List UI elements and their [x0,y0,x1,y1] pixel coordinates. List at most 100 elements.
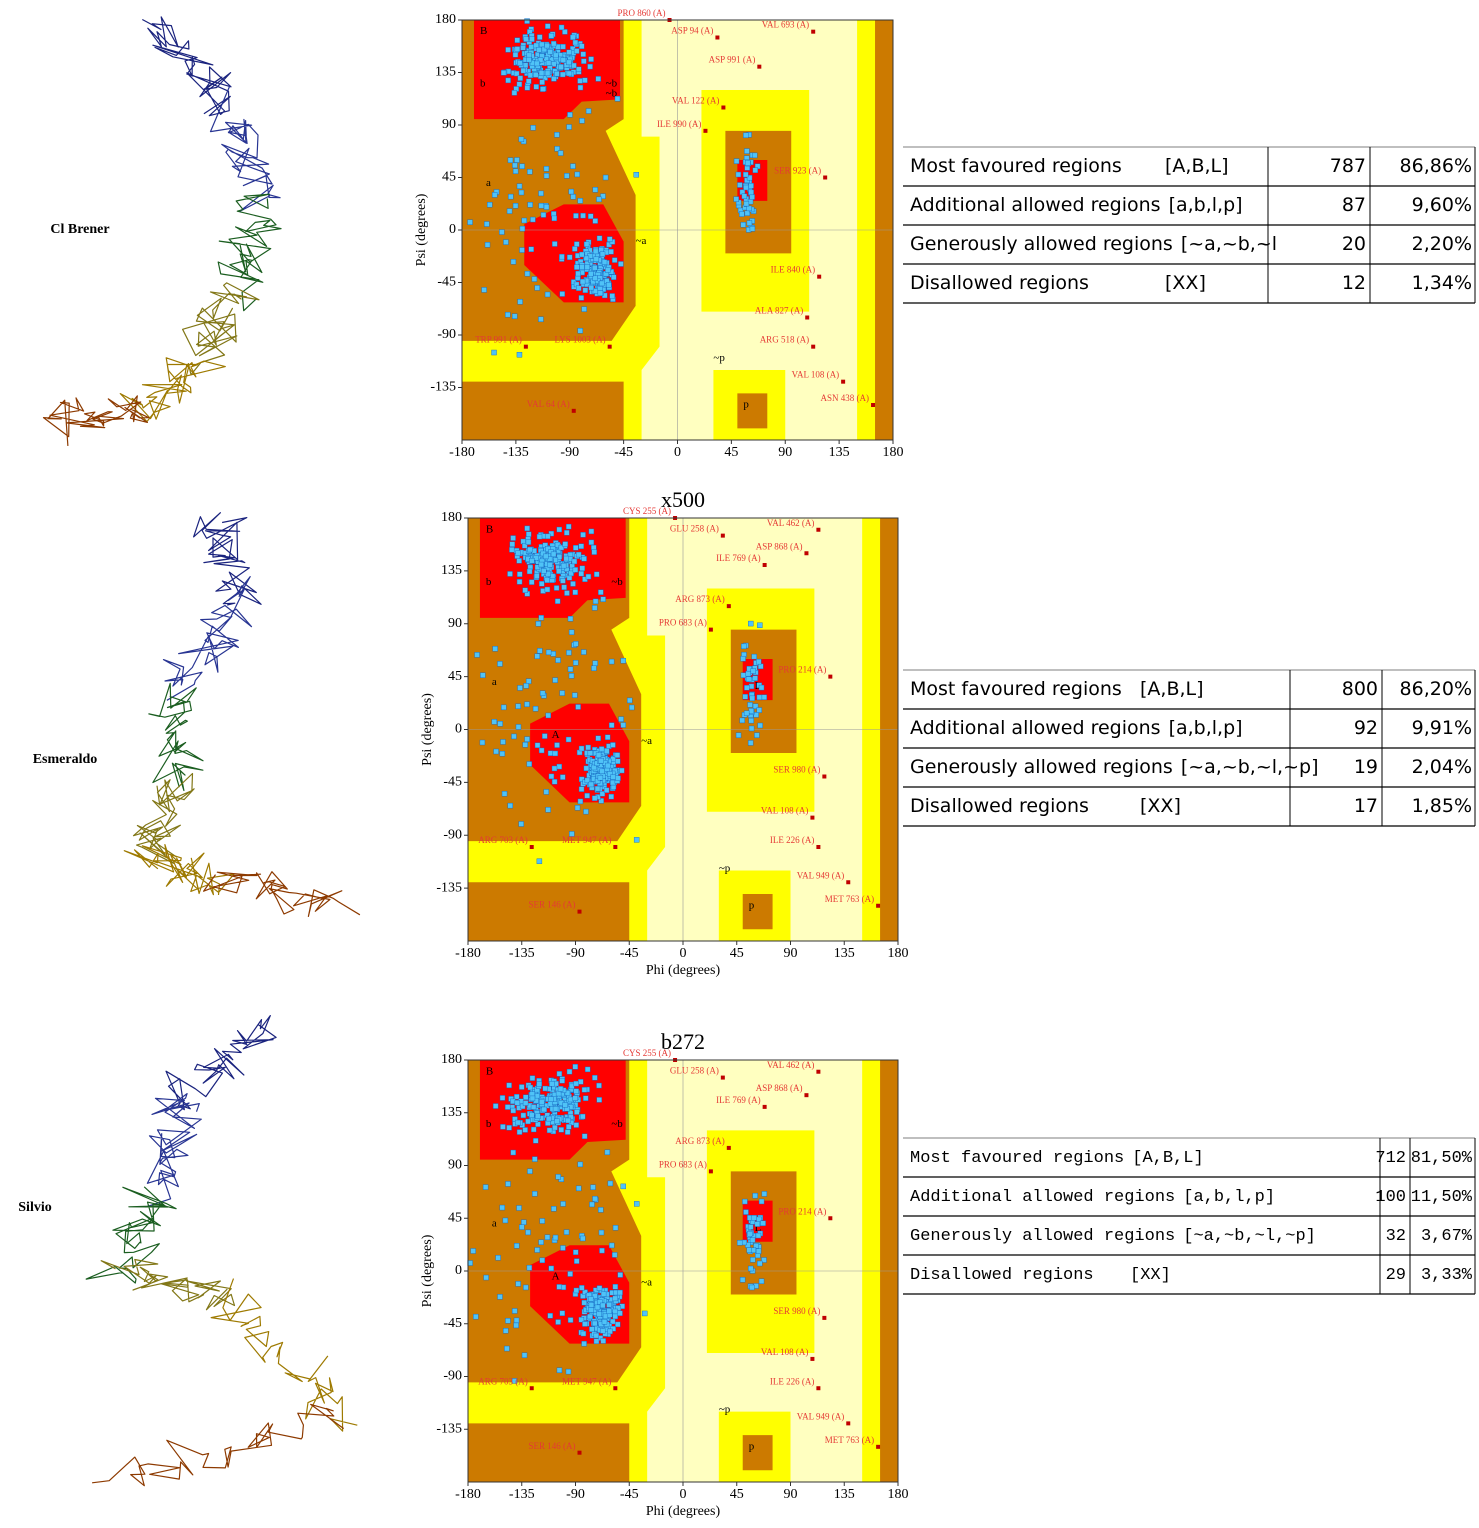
residue-label: ASP 991 (A) [709,55,756,65]
region-classes: [a,b,l,p] [1169,194,1243,216]
residue-point [584,242,589,247]
residue-point [599,747,604,752]
residue-point [584,256,589,261]
residue-point [573,641,578,646]
residue-point [596,76,601,81]
residue-point [525,19,530,24]
residue-point [602,260,607,265]
residue-count: 20 [1342,233,1366,255]
outlier-marker [572,409,576,413]
residue-point [750,696,755,701]
y-axis-label: Psi (degrees) [420,1234,435,1307]
residue-point [581,1331,586,1336]
residue-point [544,166,549,171]
residue-point [560,775,565,780]
residue-point [573,1096,578,1101]
x-tick-label: -45 [620,1487,639,1502]
residue-point [549,1081,554,1086]
region-label: b [486,576,492,588]
residue-percent: 2,04% [1412,756,1472,778]
residue-point [594,1339,599,1344]
residue-point [605,1150,610,1155]
residue-point [634,1201,639,1206]
residue-point [567,1069,572,1074]
residue-point [541,212,546,217]
residue-point [756,1233,761,1238]
residue-point [521,1113,526,1118]
outlier-marker [846,880,850,884]
residue-point [500,1205,505,1210]
region-label: p [749,1440,755,1452]
residue-point [615,753,620,758]
residue-point [505,312,510,317]
residue-point [599,247,604,252]
region-label: B [486,523,493,535]
residue-label: VAL 108 (A) [792,370,840,380]
stats-table: Most favoured regions[A,B,L]80086,20%Add… [903,670,1475,826]
residue-point [603,175,608,180]
residue-point [759,685,764,690]
y-tick-label: 135 [441,1105,462,1120]
residue-point [588,1307,593,1312]
residue-point [580,279,585,284]
residue-point [527,1265,532,1270]
residue-point [556,1174,561,1179]
residue-point [503,1218,508,1223]
residue-point [560,1311,565,1316]
x-tick-label: 135 [834,946,855,961]
outlier-marker [816,1386,820,1390]
residue-label: VAL 462 (A) [767,1060,815,1070]
residue-point [517,61,522,66]
residue-point [744,201,749,206]
residue-point [588,751,593,756]
residue-point [514,157,519,162]
residue-point [544,43,549,48]
residue-point [581,59,586,64]
outlier-marker [763,563,767,567]
residue-point [568,1097,573,1102]
residue-point [514,1243,519,1248]
residue-point [560,691,565,696]
residue-point [548,751,553,756]
residue-label: VAL 693 (A) [762,20,810,30]
residue-point [582,78,587,83]
residue-point [582,1341,587,1346]
residue-point [537,35,542,40]
residue-point [492,350,497,355]
outlier-marker [578,910,582,914]
residue-point [501,70,506,75]
residue-point [526,57,531,62]
residue-point [582,1300,587,1305]
y-tick-label: 0 [455,1263,462,1278]
residue-point [572,559,577,564]
x-tick-label: 135 [829,445,850,460]
residue-point [607,1302,612,1307]
outlier-marker [578,1451,582,1455]
residue-point [521,68,526,73]
residue-point [506,78,511,83]
residue-point [571,194,576,199]
residue-point [501,705,506,710]
residue-label: PRO 214 (A) [778,665,826,675]
residue-point [609,1243,614,1248]
residue-point [497,661,502,666]
residue-point [523,1285,528,1290]
residue-point [555,743,560,748]
residue-point [743,1210,748,1215]
y-tick-label: -90 [443,1369,462,1384]
residue-point [564,556,569,561]
region-label: A [552,1270,560,1282]
residue-point [749,718,754,723]
residue-label: MET 947 (A) [562,835,611,845]
residue-point [551,41,556,46]
residue-point [557,764,562,769]
region-classes: [XX] [1165,272,1206,294]
residue-point [592,796,597,801]
residue-point [593,661,598,666]
residue-point [512,314,517,319]
x-tick-label: -180 [455,946,481,961]
residue-point [599,1248,604,1253]
residue-point [578,85,583,90]
residue-point [621,723,626,728]
residue-point [762,695,767,700]
